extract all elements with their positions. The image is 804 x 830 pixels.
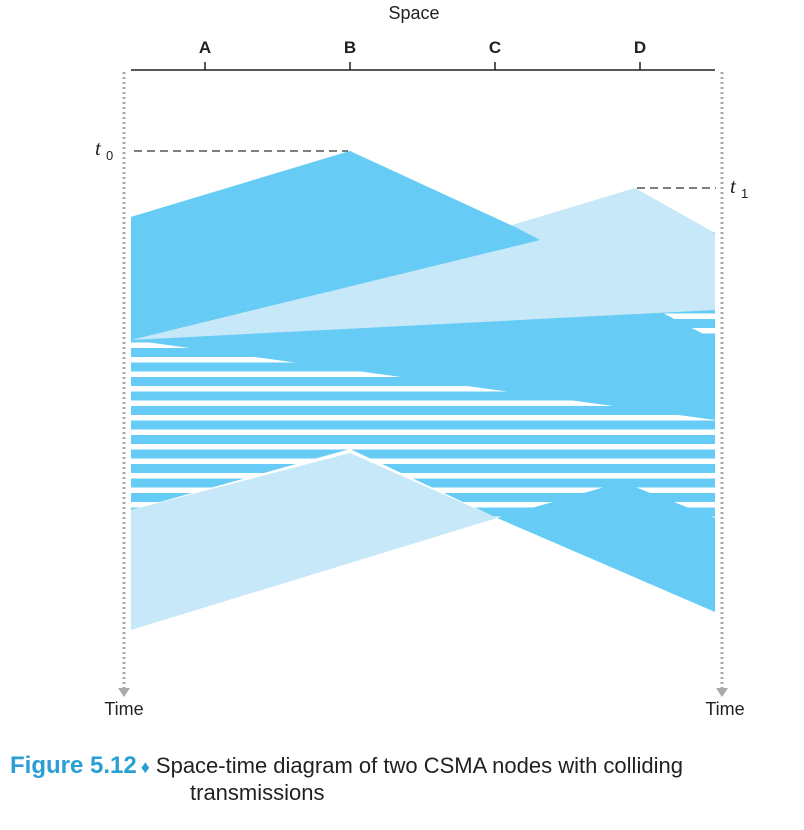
node-b-signal-tail [131, 453, 497, 630]
stripe [131, 391, 715, 401]
node-b-signal-edge [131, 227, 540, 340]
t1-label: t [730, 174, 737, 198]
time-label-left: Time [104, 699, 143, 719]
time-arrow-right [716, 688, 728, 697]
stripe [131, 420, 715, 430]
space-label: Space [388, 3, 439, 23]
stripe [131, 377, 715, 386]
time-arrow-left [118, 688, 130, 697]
stripe [131, 464, 715, 473]
t0-label: t [95, 136, 102, 160]
stripe [131, 478, 715, 488]
figure-caption: Figure 5.12 ♦ Space-time diagram of two CS… [10, 752, 800, 806]
node-a-label: A [199, 38, 211, 57]
node-c-label: C [489, 38, 501, 57]
time-label-right: Time [705, 699, 744, 719]
node-b-signal-top [131, 151, 515, 340]
node-b-label: B [344, 38, 356, 57]
stripe [131, 435, 715, 444]
caption-line-2: transmissions [190, 780, 325, 805]
stripe [131, 449, 715, 459]
t1-subscript: 1 [741, 186, 748, 201]
t0-subscript: 0 [106, 148, 113, 163]
caption-line-1: Space-time diagram of two CSMA nodes wit… [155, 753, 683, 778]
node-d-label: D [634, 38, 646, 57]
stripe [131, 406, 715, 415]
figure-number: Figure 5.12 [10, 752, 137, 779]
node-d-signal-tail [497, 482, 715, 612]
space-time-diagram: Space A B C D Time Time t 0 t 1 [95, 3, 748, 719]
diamond-icon: ♦ [140, 757, 150, 777]
